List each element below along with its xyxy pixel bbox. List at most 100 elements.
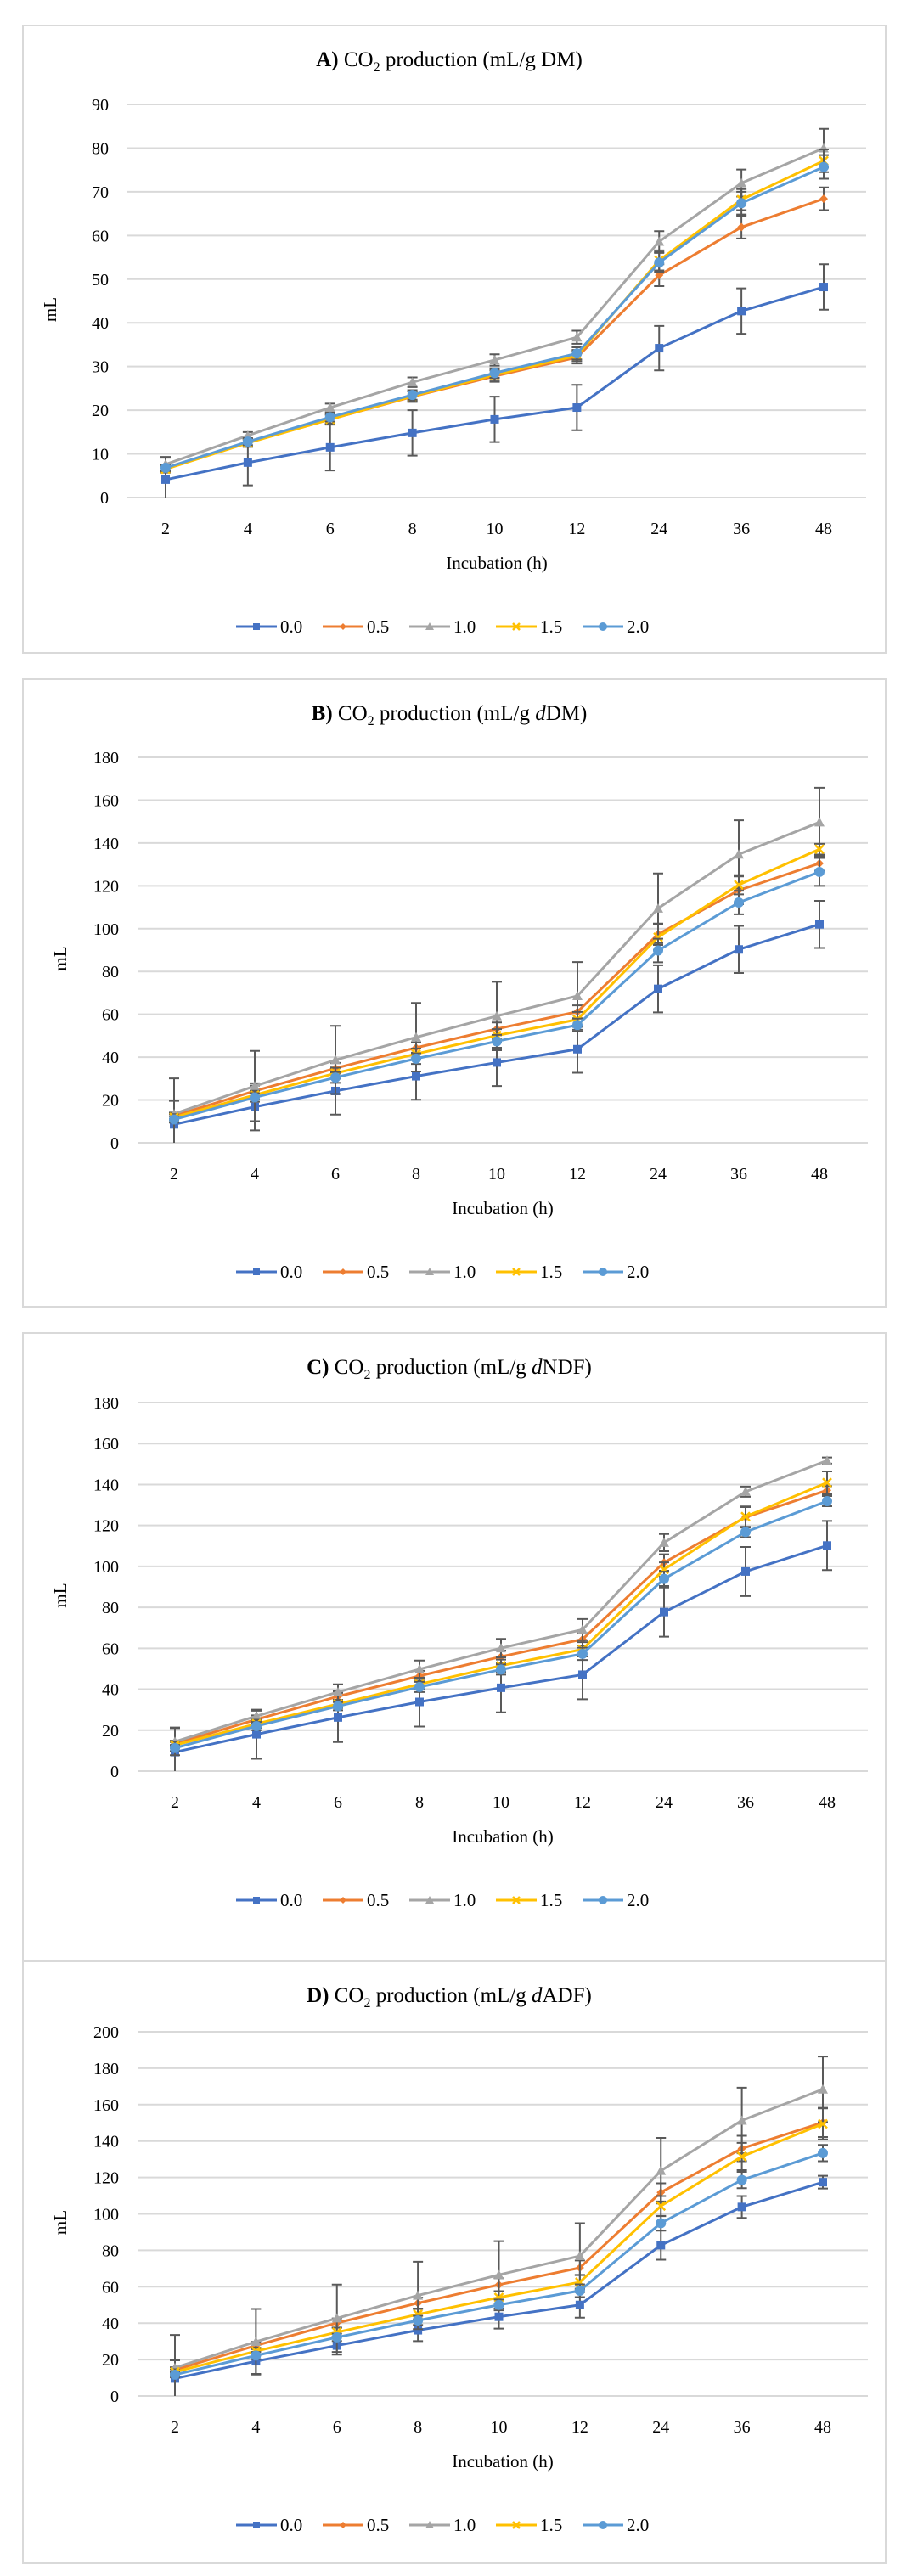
series-1.0 [169,786,825,1143]
y-tick-label: 50 [92,271,109,290]
legend-item-1.5[interactable]: 1.5 [496,1890,562,1910]
data-point [496,1664,506,1675]
data-point [161,475,170,484]
data-point [740,1527,751,1538]
legend-item-2.0[interactable]: 2.0 [583,2515,649,2535]
data-point [736,2174,747,2185]
legend-item-2.0[interactable]: 2.0 [583,616,649,637]
legend-item-0.0[interactable]: 0.0 [236,2515,302,2535]
chart-svg: C) CO2 production (mL/g dNDF) 0 20 40 60 80 10… [50,1356,868,1910]
data-point [573,1044,582,1054]
legend-item-0.0[interactable]: 0.0 [236,616,302,637]
x-tick-label: 24 [656,1793,673,1812]
data-point [655,271,664,280]
data-point [414,1663,425,1673]
data-point [656,2218,667,2229]
y-tick-label: 40 [102,2314,119,2333]
data-point [819,194,828,204]
legend-label: 0.0 [280,1262,302,1282]
legend-item-1.0[interactable]: 1.0 [409,1262,476,1282]
legend-label: 2.0 [627,1262,649,1282]
y-tick-label: 0 [110,1134,119,1153]
data-point [660,1607,668,1617]
y-tick-label: 30 [92,358,109,377]
chart-title: C) CO2 production (mL/g dNDF) [307,1356,592,1382]
data-point [330,1055,341,1065]
legend-item-0.5[interactable]: 0.5 [323,2515,389,2535]
chart-panel-1: A) CO2 production (mL/g DM) 0 10 20 30 40 50 60… [22,25,887,654]
legend-item-2.0[interactable]: 2.0 [583,1262,649,1282]
legend-label: 1.5 [540,1262,562,1282]
y-tick-label: 20 [102,2351,119,2370]
legend-marker-icon [599,1896,607,1904]
legend-label: 1.0 [453,2515,476,2535]
chart-panel-4: D) CO2 production (mL/g dADF) 0 20 40 60 80 10… [22,1960,887,2564]
legend-label: 1.0 [453,1890,476,1910]
legend-item-0.5[interactable]: 0.5 [323,616,389,637]
legend-item-0.0[interactable]: 0.0 [236,1262,302,1282]
y-tick-label: 200 [93,2023,119,2042]
data-point [737,2202,746,2212]
data-point [737,222,746,232]
legend-item-1.0[interactable]: 1.0 [409,1890,476,1910]
data-point [331,2331,342,2343]
legend-label: 1.5 [540,1890,562,1910]
chart-svg: A) CO2 production (mL/g DM)0102030405060… [40,48,866,637]
y-tick-label: 0 [110,2388,119,2406]
legend-item-1.0[interactable]: 1.0 [409,616,476,637]
chart-title: B) CO2 production (mL/g dDM) [312,702,588,728]
data-point [324,412,335,423]
legend-item-1.0[interactable]: 1.0 [409,2515,476,2535]
series-0.0 [160,263,829,498]
data-point [734,849,744,859]
y-tick-label: 80 [102,2241,119,2260]
legend-marker-icon [425,2521,434,2528]
data-point [170,1742,180,1753]
legend-marker-icon [253,1268,260,1275]
data-point [740,1511,751,1522]
data-point [494,2312,504,2321]
data-point [160,463,171,474]
series-1.0 [170,2056,828,2396]
legend-marker-icon [599,2521,607,2529]
legend-marker-icon [512,622,521,631]
data-point [823,1541,831,1550]
data-point [736,2115,747,2125]
y-tick-label: 40 [102,1049,119,1067]
legend-item-0.5[interactable]: 0.5 [323,1890,389,1910]
legend-marker-icon [340,1268,346,1275]
data-point [655,344,664,353]
x-tick-label: 36 [733,520,750,538]
data-point [819,2178,827,2187]
data-point [654,257,665,268]
legend-marker-icon [599,622,607,631]
legend-item-0.0[interactable]: 0.0 [236,1890,302,1910]
series-2.0 [170,1494,832,1753]
data-point [574,2286,585,2297]
data-point [737,307,746,316]
legend-item-0.5[interactable]: 0.5 [323,1262,389,1282]
y-tick-label: 160 [93,791,119,810]
data-point [492,1010,502,1021]
x-tick-label: 12 [569,1165,586,1184]
legend-marker-icon [512,2521,521,2529]
legend-item-2.0[interactable]: 2.0 [583,1890,649,1910]
data-point [333,1686,343,1696]
legend-item-1.5[interactable]: 1.5 [496,2515,562,2535]
legend-marker-icon [340,623,346,630]
x-tick-label: 12 [571,2418,588,2437]
x-tick-label: 6 [333,2418,341,2437]
data-point [818,2084,828,2094]
x-tick-label: 8 [415,1793,424,1812]
data-point [740,1486,751,1496]
x-tick-label: 10 [487,520,504,538]
data-point [656,2165,667,2175]
data-point [818,2147,828,2158]
x-tick-label: 24 [650,1165,667,1184]
data-point [325,442,335,452]
series-2.0 [170,2144,828,2380]
y-tick-label: 80 [102,1599,119,1617]
y-tick-label: 120 [93,877,119,896]
legend-item-1.5[interactable]: 1.5 [496,1262,562,1282]
legend-item-1.5[interactable]: 1.5 [496,616,562,637]
